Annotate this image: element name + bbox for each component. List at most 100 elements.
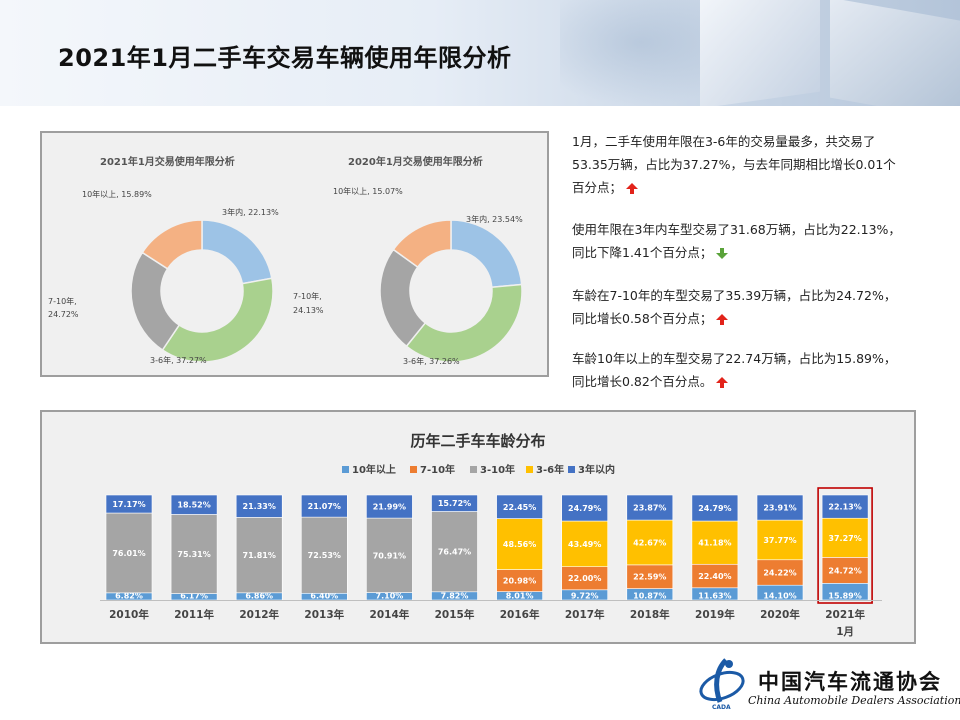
paragraph-line: 同比增长0.58个百分点； xyxy=(572,311,713,326)
donut-label-3yr: 3年内, 22.13% xyxy=(222,208,279,217)
donut-slice-3yr xyxy=(201,219,273,285)
bar-segment xyxy=(626,494,674,521)
legend-item: 3年以内 xyxy=(568,463,615,476)
donut-label-7-10yr-value: 24.13% xyxy=(293,306,324,315)
bar-data-label: 70.91% xyxy=(373,551,406,560)
arrow-up-icon xyxy=(716,313,729,325)
bar-segment xyxy=(821,494,869,519)
bar-segment xyxy=(561,494,609,522)
bar-segment xyxy=(300,494,348,518)
bar-segment xyxy=(756,494,804,521)
bar-data-label: 18.52% xyxy=(177,501,210,510)
bar-data-label: 6.17% xyxy=(180,592,208,601)
donut-label-3yr: 3年内, 23.54% xyxy=(466,215,523,224)
bar-data-label: 8.01% xyxy=(506,592,534,601)
bar-data-label: 14.10% xyxy=(763,592,796,601)
bar-data-label: 6.86% xyxy=(245,592,273,601)
bar-data-label: 76.01% xyxy=(112,549,145,558)
bar-data-label: 37.77% xyxy=(763,536,796,545)
bar-segment xyxy=(170,494,218,515)
analysis-paragraph: 车龄在7-10年的车型交易了35.39万辆，占比为24.72%， 同比增长0.5… xyxy=(572,284,932,330)
bar-data-label: 76.47% xyxy=(438,548,471,557)
bar-data-label: 41.18% xyxy=(698,539,731,548)
paragraph-line: 百分点； xyxy=(572,180,623,195)
cube-graphic xyxy=(700,0,820,106)
analysis-paragraph: 1月，二手车使用年限在3-6年的交易量最多，共交易了 53.35万辆，占比为37… xyxy=(572,130,932,199)
bar-segment xyxy=(561,520,609,567)
bar-segment xyxy=(366,494,413,519)
bar-segment xyxy=(235,494,283,518)
paragraph-line: 同比下降1.41个百分点； xyxy=(572,245,713,260)
bar-data-label: 7.10% xyxy=(376,592,404,601)
bar-data-label: 22.40% xyxy=(698,572,731,581)
header-banner xyxy=(0,0,960,106)
donut-label-10yr: 10年以上, 15.89% xyxy=(82,190,152,199)
bar-chart-panel: 历年二手车车龄分布 10年以上 7-10年 3-10年 3-6年 3年以内 6.82% 76… xyxy=(40,410,916,644)
x-axis-tick-label: 2013年 xyxy=(304,608,344,621)
bar-data-label: 22.59% xyxy=(633,573,666,582)
paragraph-line: 1月，二手车使用年限在3-6年的交易量最多，共交易了 xyxy=(572,134,876,149)
bar-data-label: 15.72% xyxy=(438,499,471,508)
bar-data-label: 21.33% xyxy=(243,502,276,511)
x-axis-tick-label: 2014年 xyxy=(370,608,410,621)
bar-segment xyxy=(496,494,543,519)
x-axis-tick-label: 2021年 xyxy=(825,608,865,621)
bar-data-label: 43.49% xyxy=(568,540,601,549)
x-axis-tick-label: 2015年 xyxy=(435,608,475,621)
bar-segment xyxy=(691,494,739,522)
arrow-up-icon xyxy=(716,376,729,388)
highlight-box xyxy=(817,487,873,604)
legend-label: 3年以内 xyxy=(578,463,615,476)
cube-graphic xyxy=(830,0,960,106)
donut-label-3-6yr: 3-6年, 37.26% xyxy=(403,357,460,366)
bar-segment xyxy=(431,494,478,512)
legend-swatch xyxy=(410,466,417,473)
donut-slice-7-10yr xyxy=(130,251,181,352)
bar-segment xyxy=(366,517,413,593)
bar-data-label: 37.27% xyxy=(828,534,861,543)
paragraph-line: 车龄10年以上的车型交易了22.74万辆，占比为15.89%， xyxy=(572,351,897,366)
x-axis-tick-label: 2011年 xyxy=(174,608,214,621)
bar-data-label: 23.91% xyxy=(763,504,796,513)
logo-abbr: CADA xyxy=(712,704,731,711)
donut-slice-3yr xyxy=(450,219,523,289)
bar-data-label: 72.53% xyxy=(308,551,341,560)
cada-emblem-icon xyxy=(699,658,745,703)
bar-data-label: 42.67% xyxy=(633,538,666,547)
bar-segment xyxy=(496,518,543,570)
bar-data-label: 6.40% xyxy=(310,592,338,601)
legend-item: 7-10年 xyxy=(410,463,455,476)
donut-label-7-10yr: 7-10年, xyxy=(293,292,322,301)
donut-charts xyxy=(130,219,523,363)
bar-segment xyxy=(756,519,804,561)
x-axis-tick-label: 2017年 xyxy=(565,608,605,621)
arrow-up-icon xyxy=(626,182,639,194)
bar-segment xyxy=(691,520,739,565)
bar-data-label: 6.82% xyxy=(115,592,143,601)
bar-data-label: 71.81% xyxy=(243,551,276,560)
donut-slice-10yr xyxy=(141,219,203,270)
donut-slice-10yr xyxy=(392,219,452,269)
bar-data-label: 17.17% xyxy=(112,500,145,509)
bar-data-label: 7.82% xyxy=(441,592,469,601)
bar-data-label: 10.87% xyxy=(633,592,666,601)
bar-data-label: 21.99% xyxy=(373,503,406,512)
x-axis-tick-label: 2016年 xyxy=(500,608,540,621)
bar-data-label: 24.72% xyxy=(828,566,861,575)
paragraph-line: 53.35万辆，占比为37.27%，与去年同期相比增长0.01个 xyxy=(572,157,896,172)
cada-logo: CADA 中国汽车流通协会 China Automobile Dealers A… xyxy=(694,656,960,716)
bar-data-label: 23.87% xyxy=(633,504,666,513)
arrow-down-icon xyxy=(716,247,729,259)
x-axis-tick-label: 2012年 xyxy=(239,608,279,621)
bar-segment xyxy=(821,557,869,584)
donut-label-10yr: 10年以上, 15.07% xyxy=(333,187,403,196)
bar-data-label: 24.79% xyxy=(698,504,731,513)
bar-segment xyxy=(170,514,218,594)
bar-data-label: 9.72% xyxy=(571,592,599,601)
page-title: 2021年1月二手车交易车辆使用年限分析 xyxy=(58,44,512,72)
legend-item: 10年以上 xyxy=(342,463,396,476)
bar-data-label: 75.31% xyxy=(177,550,210,559)
x-axis-tick-label: 2020年 xyxy=(760,608,800,621)
bar-segment xyxy=(105,512,153,594)
legend-item: 3-6年 xyxy=(526,463,564,476)
